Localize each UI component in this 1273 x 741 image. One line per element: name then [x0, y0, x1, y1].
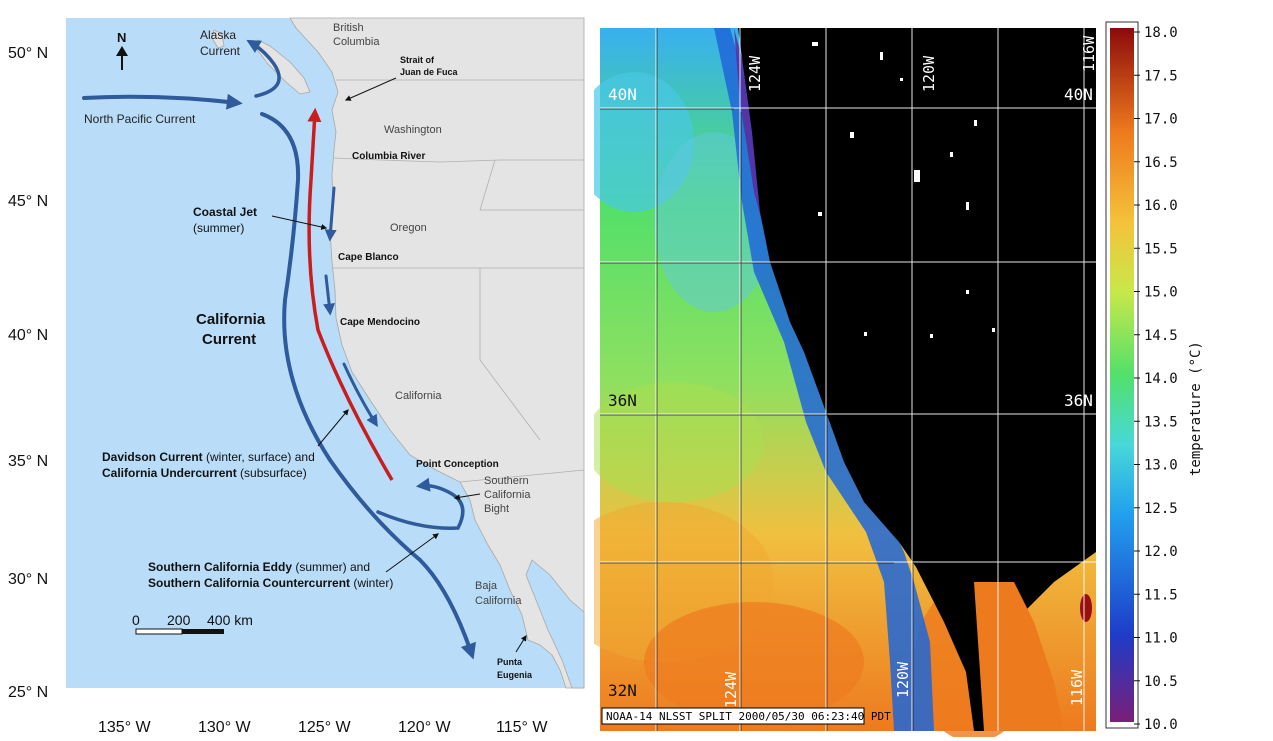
- image-caption: NOAA-14 NLSST SPLIT 2000/05/30 06:23:40 …: [606, 710, 891, 723]
- colorbar-tick-label: 14.5: [1144, 328, 1178, 344]
- gulf-of-california: [525, 559, 585, 689]
- scale-label: 400 km: [207, 612, 253, 628]
- scale-label: 200: [167, 612, 191, 628]
- lat-label: 30° N: [8, 571, 48, 588]
- grid-label-120w-bottom: 120W: [894, 661, 912, 698]
- pointer-arrow: [515, 634, 527, 653]
- grid-label-36n: 36N: [608, 391, 637, 410]
- grid-label-40n: 40N: [608, 85, 637, 104]
- colorbar-tick-label: 18.0: [1144, 25, 1178, 41]
- lat-label: 40° N: [8, 327, 48, 344]
- place-washington: Washington: [384, 124, 442, 136]
- lon-label: 115° W: [496, 719, 548, 736]
- colorbar-title: temperature (°C): [1188, 341, 1204, 476]
- colorbar-tick-label: 10.0: [1144, 717, 1178, 733]
- label-sc-eddy: Southern California Eddy (summer) and: [148, 560, 370, 574]
- lon-label: 130° W: [198, 719, 252, 736]
- feature-columbia-river: Columbia River: [352, 151, 425, 162]
- label-california-current: California: [196, 311, 266, 328]
- colorbar-gradient: [1110, 28, 1134, 722]
- north-label: N: [117, 30, 126, 45]
- colorbar-tick-label: 13.0: [1144, 458, 1178, 474]
- scale-label: 0: [132, 612, 140, 628]
- sst-image: 40N 40N 36N 36N 32N 124W 120W 116W 124W …: [594, 22, 1102, 737]
- colorbar-tick-label: 10.5: [1144, 674, 1178, 690]
- grid-label-120w-top: 120W: [920, 55, 938, 92]
- lon-label: 125° W: [298, 719, 352, 736]
- place-scb: Southern: [484, 475, 529, 487]
- vancouver-island: [255, 39, 311, 95]
- current-arrows: [82, 39, 476, 660]
- label-california-current: Current: [202, 331, 256, 348]
- lat-label: 45° N: [8, 193, 48, 210]
- grid-label-124w-bottom: 124W: [722, 671, 740, 708]
- label-davidson-current: Davidson Current (winter, surface) and: [102, 450, 315, 464]
- land-mass: [289, 17, 585, 689]
- colorbar-ticks: 18.0 17.5 17.0 16.5 16.0 15.5 15.0 14.5 14.0 13.5…: [1134, 25, 1178, 733]
- label-alaska-current: Alaska: [200, 28, 236, 42]
- north-arrow-icon: [116, 46, 128, 70]
- currents-map: 50° N 45° N 40° N 35° N 30° N 25° N 135°…: [8, 17, 585, 736]
- cloud-specks: [812, 42, 995, 338]
- place-british-columbia: British: [333, 22, 364, 34]
- grid-label-36n-right: 36N: [1064, 391, 1093, 410]
- pointer-arrow: [385, 533, 439, 573]
- colorbar-tick-label: 12.5: [1144, 501, 1178, 517]
- lon-label: 135° W: [98, 719, 152, 736]
- colorbar-tick-label: 16.5: [1144, 155, 1178, 171]
- pointer-arrow: [344, 77, 397, 101]
- place-california: California: [395, 390, 442, 402]
- colorbar-tick-label: 11.0: [1144, 631, 1178, 647]
- pointer-arrow: [271, 215, 328, 230]
- place-baja: Baja: [475, 580, 498, 592]
- colorbar-tick-label: 13.5: [1144, 414, 1178, 430]
- place-scb: Bight: [484, 503, 509, 515]
- place-british-columbia: Columbia: [333, 36, 380, 48]
- colorbar-tick-label: 15.0: [1144, 285, 1178, 301]
- label-coastal-jet: Coastal Jet: [193, 205, 257, 219]
- lat-label: 50° N: [8, 45, 48, 62]
- grid-label-40n-right: 40N: [1064, 85, 1093, 104]
- label-coastal-jet-note: (summer): [193, 221, 244, 235]
- feature-punta-eugenia: Punta: [497, 657, 523, 667]
- undercurrent-arrow: [307, 107, 394, 481]
- pointer-arrow: [317, 409, 349, 447]
- grid-label-116w-top: 116W: [1080, 35, 1098, 72]
- feature-point-conception: Point Conception: [416, 459, 499, 470]
- pointer-arrow: [453, 493, 481, 501]
- scale-bar: 0 200 400 km: [132, 612, 253, 635]
- lat-label: 25° N: [8, 684, 48, 701]
- place-baja: California: [475, 595, 522, 607]
- label-sc-countercurrent: Southern California Countercurrent (wint…: [148, 576, 393, 590]
- feature-cape-blanco: Cape Blanco: [338, 252, 399, 263]
- island: [211, 29, 225, 49]
- lon-label: 120° W: [398, 719, 452, 736]
- colorbar-tick-label: 17.5: [1144, 68, 1178, 84]
- grid-label-124w-top: 124W: [746, 55, 764, 92]
- place-oregon: Oregon: [390, 222, 427, 234]
- feature-juan-de-fuca: Strait of: [400, 55, 435, 65]
- graticule: [600, 28, 1096, 731]
- grid-label-32n: 32N: [608, 681, 637, 700]
- label-california-undercurrent: California Undercurrent (subsurface): [102, 466, 307, 480]
- colorbar-tick-label: 12.0: [1144, 544, 1178, 560]
- state-borders: [332, 79, 585, 483]
- colorbar-tick-label: 11.5: [1144, 587, 1178, 603]
- label-north-pacific-current: North Pacific Current: [84, 112, 196, 126]
- colorbar-tick-label: 15.5: [1144, 241, 1178, 257]
- grid-label-116w-bottom: 116W: [1068, 669, 1086, 706]
- feature-cape-mendocino: Cape Mendocino: [340, 317, 420, 328]
- feature-punta-eugenia: Eugenia: [497, 670, 533, 680]
- place-scb: California: [484, 489, 531, 501]
- warm-patches: [974, 582, 1092, 731]
- feature-juan-de-fuca: Juan de Fuca: [400, 67, 459, 77]
- land-mask: [738, 28, 1096, 731]
- colorbar-tick-label: 14.0: [1144, 371, 1178, 387]
- colorbar-tick-label: 16.0: [1144, 198, 1178, 214]
- colorbar: 18.0 17.5 17.0 16.5 16.0 15.5 15.0 14.5 14.0 13.5…: [1105, 21, 1204, 733]
- caption-box: [601, 707, 865, 725]
- lat-label: 35° N: [8, 453, 48, 470]
- label-alaska-current: Current: [200, 44, 241, 58]
- colorbar-tick-label: 17.0: [1144, 112, 1178, 128]
